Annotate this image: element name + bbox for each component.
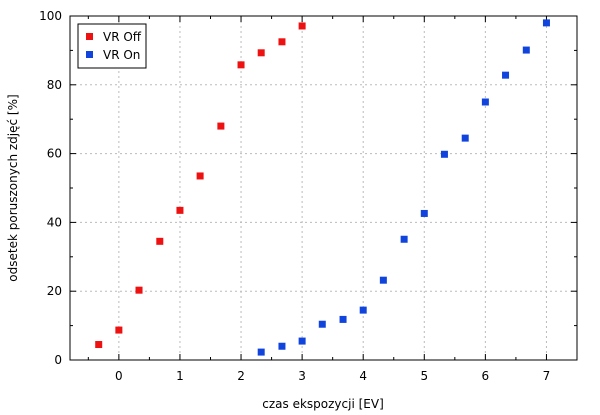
x-tick-label: 6 xyxy=(482,369,490,383)
x-tick-label: 5 xyxy=(420,369,428,383)
legend-marker-vr-on xyxy=(86,51,93,58)
data-point-vr-off xyxy=(237,61,245,69)
x-axis-title: czas ekspozycji [EV] xyxy=(262,397,384,411)
data-point-vr-on xyxy=(502,71,510,79)
data-point-vr-off xyxy=(176,206,184,214)
data-point-vr-on xyxy=(278,342,286,350)
data-point-vr-on xyxy=(522,46,530,54)
y-tick-label: 0 xyxy=(54,353,62,367)
data-point-vr-on xyxy=(298,337,306,345)
data-point-vr-off xyxy=(196,172,204,180)
x-tick-label: 1 xyxy=(176,369,184,383)
x-tick-label: 3 xyxy=(298,369,306,383)
data-point-vr-on xyxy=(461,134,469,142)
y-tick-label: 80 xyxy=(47,78,62,92)
legend-box xyxy=(77,23,147,69)
data-point-vr-off xyxy=(298,22,306,30)
data-point-vr-on xyxy=(420,209,428,217)
y-tick-label: 40 xyxy=(47,215,62,229)
y-tick-label: 20 xyxy=(47,284,62,298)
legend: VR Off VR On xyxy=(77,23,147,69)
data-point-vr-off xyxy=(278,38,286,46)
data-point-vr-on xyxy=(318,320,326,328)
x-tick-label: 2 xyxy=(237,369,245,383)
legend-label-vr-on: VR On xyxy=(103,48,140,62)
data-point-vr-on xyxy=(339,315,347,323)
y-axis-title: odsetek poruszonych zdjęć [%] xyxy=(6,94,20,281)
grid-lines xyxy=(70,16,577,360)
data-point-vr-on xyxy=(400,235,408,243)
legend-label-vr-off: VR Off xyxy=(103,30,142,44)
data-point-vr-on xyxy=(359,306,367,314)
x-tick-label: 4 xyxy=(359,369,367,383)
x-tick-label: 7 xyxy=(543,369,551,383)
y-tick-label: 100 xyxy=(39,9,62,23)
data-point-vr-off xyxy=(217,122,225,130)
data-point-vr-off xyxy=(95,341,103,349)
tick-labels: 0 1 2 3 4 5 6 7 0 20 40 60 80 100 xyxy=(39,9,550,383)
data-point-vr-on xyxy=(379,276,387,284)
data-point-vr-off xyxy=(257,49,265,57)
y-tick-label: 60 xyxy=(47,147,62,161)
axis-ticks xyxy=(70,15,578,361)
data-point-vr-off xyxy=(156,237,164,245)
data-point-vr-on xyxy=(481,98,489,106)
legend-marker-vr-off xyxy=(86,33,93,40)
data-point-vr-on xyxy=(542,19,550,27)
data-points xyxy=(95,19,550,356)
data-point-vr-on xyxy=(257,348,265,356)
data-point-vr-off xyxy=(115,326,123,334)
data-point-vr-off xyxy=(135,286,143,294)
x-tick-label: 0 xyxy=(115,369,123,383)
data-point-vr-on xyxy=(440,150,448,158)
